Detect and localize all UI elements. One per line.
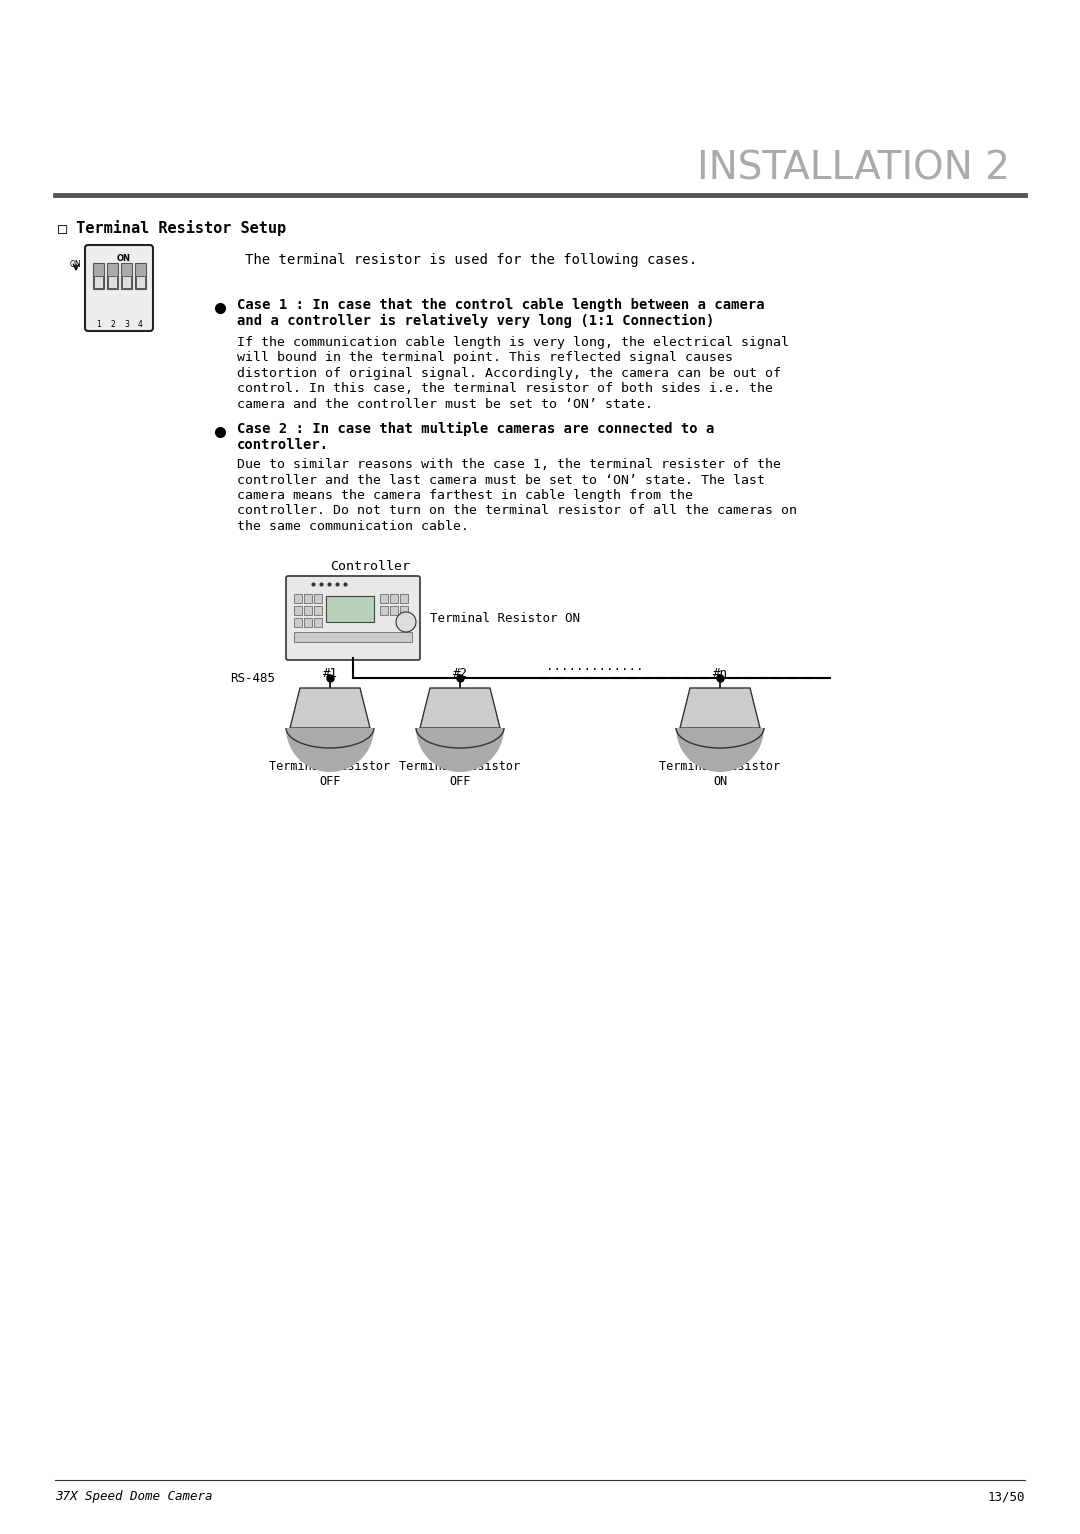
- Text: controller.: controller.: [237, 439, 329, 453]
- FancyBboxPatch shape: [286, 575, 420, 660]
- Text: RS-485: RS-485: [230, 672, 275, 684]
- Text: Terminal Resistor ON: Terminal Resistor ON: [430, 612, 580, 624]
- Bar: [294, 606, 302, 615]
- Bar: [136, 276, 145, 288]
- Text: camera means the camera farthest in cable length from the: camera means the camera farthest in cabl…: [237, 489, 693, 502]
- Wedge shape: [416, 729, 504, 772]
- Text: distortion of original signal. Accordingly, the camera can be out of: distortion of original signal. According…: [237, 367, 781, 380]
- Circle shape: [396, 612, 416, 632]
- Text: #1: #1: [323, 667, 337, 680]
- Bar: [303, 594, 312, 603]
- Bar: [400, 594, 408, 603]
- Bar: [380, 606, 388, 615]
- Bar: [390, 594, 399, 603]
- Text: OFF: OFF: [320, 775, 340, 788]
- Bar: [121, 262, 132, 288]
- Text: If the communication cable length is very long, the electrical signal: If the communication cable length is ver…: [237, 336, 789, 350]
- Text: 13/50: 13/50: [987, 1490, 1025, 1503]
- Text: Controller: Controller: [330, 560, 410, 574]
- Wedge shape: [286, 729, 374, 772]
- FancyBboxPatch shape: [85, 245, 153, 331]
- Text: 1: 1: [96, 321, 100, 328]
- Bar: [294, 594, 302, 603]
- Text: will bound in the terminal point. This reflected signal causes: will bound in the terminal point. This r…: [237, 351, 733, 365]
- Text: 37X Speed Dome Camera: 37X Speed Dome Camera: [55, 1490, 213, 1503]
- Polygon shape: [680, 689, 760, 729]
- Text: .............: .............: [546, 660, 644, 673]
- Text: controller. Do not turn on the terminal resistor of all the cameras on: controller. Do not turn on the terminal …: [237, 505, 797, 517]
- Text: Case 1 : In case that the control cable length between a camera: Case 1 : In case that the control cable …: [237, 298, 765, 311]
- Wedge shape: [676, 729, 764, 772]
- Bar: [108, 276, 117, 288]
- Text: control. In this case, the terminal resistor of both sides i.e. the: control. In this case, the terminal resi…: [237, 382, 773, 396]
- Bar: [314, 594, 322, 603]
- Bar: [314, 618, 322, 627]
- Polygon shape: [291, 689, 370, 729]
- Bar: [303, 618, 312, 627]
- Text: INSTALLATION 2: INSTALLATION 2: [697, 150, 1010, 189]
- Text: and a controller is relatively very long (1:1 Connection): and a controller is relatively very long…: [237, 314, 714, 328]
- Bar: [135, 262, 146, 288]
- Bar: [107, 262, 118, 288]
- Bar: [390, 606, 399, 615]
- Text: Due to similar reasons with the case 1, the terminal resister of the: Due to similar reasons with the case 1, …: [237, 459, 781, 471]
- Text: Case 2 : In case that multiple cameras are connected to a: Case 2 : In case that multiple cameras a…: [237, 422, 714, 436]
- Text: #n: #n: [713, 667, 728, 680]
- Bar: [303, 606, 312, 615]
- Text: camera and the controller must be set to ‘ON’ state.: camera and the controller must be set to…: [237, 397, 653, 411]
- Bar: [314, 606, 322, 615]
- Bar: [380, 594, 388, 603]
- Text: #2: #2: [453, 667, 468, 680]
- Text: Terminal Resistor: Terminal Resistor: [269, 759, 391, 773]
- Text: controller and the last camera must be set to ‘ON’ state. The last: controller and the last camera must be s…: [237, 474, 765, 486]
- Text: 3: 3: [124, 321, 129, 328]
- Bar: [93, 262, 104, 288]
- Text: ON: ON: [70, 259, 82, 268]
- Text: ON: ON: [117, 255, 131, 262]
- Text: Terminal Resistor: Terminal Resistor: [400, 759, 521, 773]
- Text: The terminal resistor is used for the following cases.: The terminal resistor is used for the fo…: [245, 253, 698, 267]
- Bar: [94, 276, 103, 288]
- Text: 4: 4: [138, 321, 143, 328]
- Bar: [294, 632, 411, 643]
- Polygon shape: [420, 689, 500, 729]
- Bar: [294, 618, 302, 627]
- Text: the same communication cable.: the same communication cable.: [237, 520, 469, 532]
- Text: 2: 2: [110, 321, 114, 328]
- Text: □ Terminal Resistor Setup: □ Terminal Resistor Setup: [58, 219, 286, 236]
- Text: OFF: OFF: [449, 775, 471, 788]
- Text: ON: ON: [713, 775, 727, 788]
- Text: Terminal Resistor: Terminal Resistor: [660, 759, 781, 773]
- Bar: [326, 597, 374, 621]
- Bar: [400, 606, 408, 615]
- Bar: [122, 276, 131, 288]
